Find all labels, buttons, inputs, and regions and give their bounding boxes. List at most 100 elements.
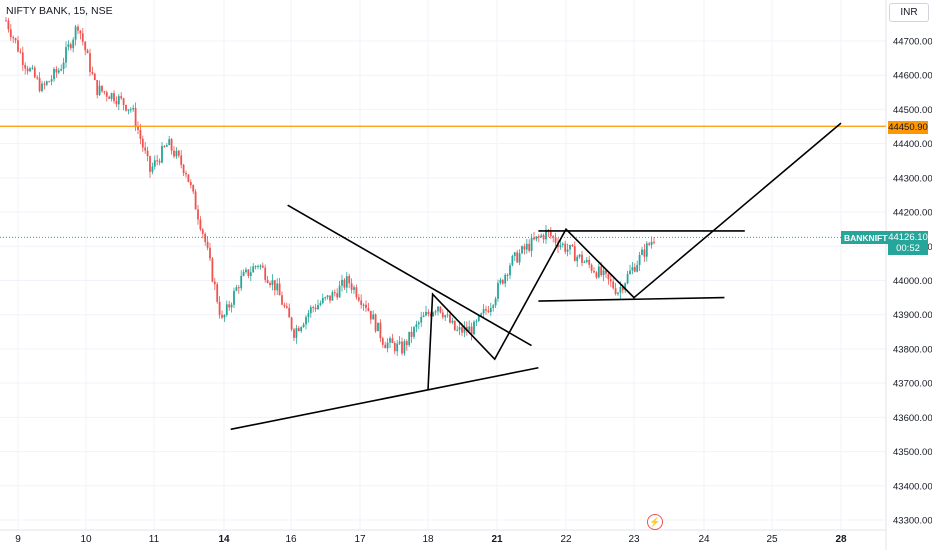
candle-body <box>221 314 223 318</box>
time-tick-label: 25 <box>766 534 778 545</box>
candle-body <box>559 244 562 248</box>
candle-body <box>626 274 629 284</box>
candle-body <box>645 243 648 257</box>
candle-body <box>516 252 519 263</box>
candle-body <box>439 306 442 313</box>
candle-body <box>499 279 502 283</box>
candle-body <box>648 243 651 245</box>
candle-body <box>235 287 238 291</box>
candle-body <box>9 29 12 38</box>
currency-selector[interactable]: INR <box>889 3 929 22</box>
candle-body <box>489 307 492 313</box>
candle-body <box>101 85 103 92</box>
time-tick-label: 18 <box>422 534 434 545</box>
last-price-label: 44126.10 00:52 <box>888 231 928 255</box>
candle-body <box>331 292 334 301</box>
candle-body <box>609 279 612 282</box>
chart-grid <box>0 0 887 550</box>
candle-body <box>612 281 615 289</box>
flash-icon[interactable]: ⚡ <box>647 514 663 530</box>
candle-body <box>312 307 315 309</box>
time-tick-label: 14 <box>218 534 230 545</box>
candle-body <box>288 307 291 318</box>
candle-body <box>619 286 622 293</box>
candle-body <box>477 315 480 321</box>
candle-body <box>295 328 298 338</box>
candle-body <box>487 310 490 313</box>
candle-body <box>413 327 415 337</box>
candle-body <box>45 81 48 85</box>
candle-body <box>79 30 82 34</box>
candle-body <box>405 341 408 346</box>
price-tick-label: 44600.00 <box>893 71 932 82</box>
candle-body <box>139 129 142 139</box>
price-tick-label: 44500.00 <box>893 105 932 116</box>
candle-body <box>561 243 564 245</box>
candle-body <box>523 246 526 250</box>
time-axis[interactable]: 9 10 11 14 16 17 18 21 22 23 24 25 28 <box>15 534 847 545</box>
candle-body <box>369 310 372 320</box>
candle-body <box>569 244 571 250</box>
candle-body <box>53 68 55 80</box>
candle-body <box>403 341 406 354</box>
candle-body <box>530 237 533 251</box>
price-tick-label: 43400.00 <box>893 481 932 492</box>
candle-body <box>650 241 653 245</box>
candle-body <box>573 246 576 262</box>
time-tick-label: 17 <box>354 534 366 545</box>
candle-body <box>74 26 77 40</box>
candle-body <box>276 283 279 291</box>
candle-body <box>204 233 207 242</box>
candle-body <box>588 259 591 265</box>
candle-body <box>501 279 504 284</box>
candle-body <box>350 283 353 290</box>
time-tick-label: 28 <box>835 534 847 545</box>
candle-body <box>96 80 99 96</box>
candle-body <box>554 237 557 243</box>
price-axis[interactable]: 44700.00 44600.00 44500.00 44400.00 44300.00… <box>893 37 932 527</box>
candle-body <box>297 328 300 332</box>
candle-body <box>494 298 497 306</box>
candle-body <box>237 287 240 289</box>
candle-body <box>521 246 523 254</box>
candle-body <box>326 295 329 298</box>
candle-body <box>451 320 454 323</box>
candle-body <box>103 91 106 93</box>
candle-body <box>422 315 425 317</box>
zigzag-path-drawing <box>427 122 842 391</box>
candle-body <box>485 309 487 311</box>
candle-body <box>72 39 75 49</box>
candle-body <box>264 267 267 280</box>
candle-body <box>458 327 461 330</box>
candle-body <box>461 327 463 333</box>
candle-body <box>641 249 643 255</box>
candle-body <box>470 326 473 335</box>
candle-body <box>636 264 639 272</box>
candle-body <box>309 307 312 314</box>
candle-body <box>300 327 303 332</box>
candle-body <box>393 343 396 352</box>
candle-body <box>552 236 555 238</box>
candle-body <box>259 265 262 267</box>
candle-body <box>590 264 593 271</box>
candle-body <box>91 71 94 74</box>
time-tick-label: 23 <box>628 534 640 545</box>
candle-body <box>597 266 600 278</box>
symbol-title[interactable]: NIFTY BANK, 15, NSE <box>6 5 113 17</box>
candle-body <box>528 243 531 251</box>
candle-body <box>420 316 423 323</box>
candle-body <box>89 53 91 72</box>
candle-body <box>537 236 540 238</box>
candle-body <box>115 101 118 105</box>
time-tick-label: 11 <box>149 534 160 545</box>
candle-body <box>209 247 211 259</box>
candle-body <box>252 266 255 273</box>
candle-body <box>621 286 624 291</box>
candle-body <box>333 292 336 294</box>
candle-body <box>12 37 15 39</box>
candle-body <box>14 38 17 41</box>
candle-body <box>425 311 427 316</box>
candle-body <box>36 77 39 79</box>
candle-body <box>545 229 547 240</box>
